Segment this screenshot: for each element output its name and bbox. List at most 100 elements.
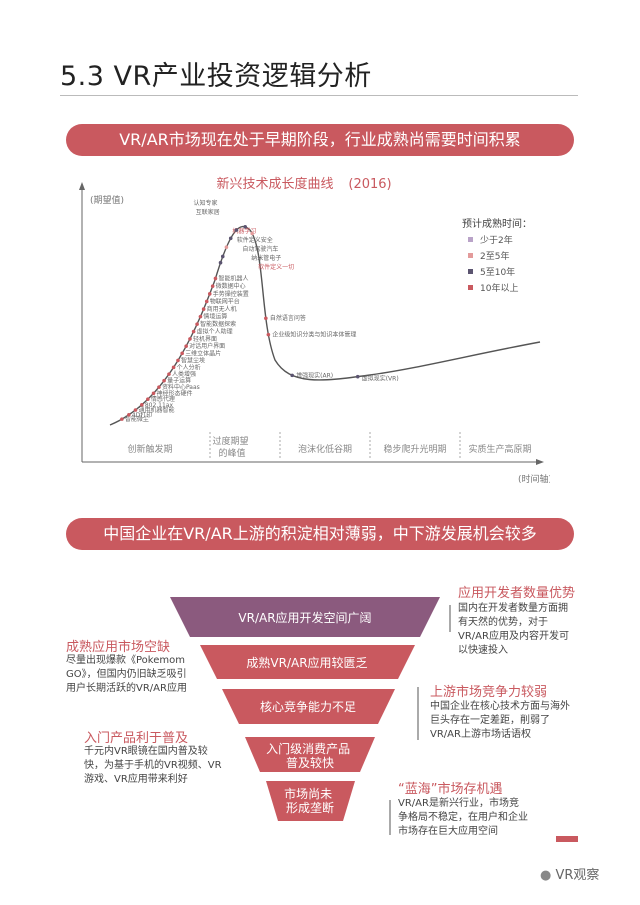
- funnel-level: [245, 737, 375, 772]
- x-axis-label: (时间轴): [518, 473, 550, 485]
- hype-point-marker: [184, 344, 188, 348]
- phase-label-line: 的峰值: [218, 447, 245, 459]
- hype-point-marker: [198, 314, 203, 319]
- legend-title: 预计成熟时间：: [462, 217, 532, 230]
- legend-label: 10年以上: [480, 282, 518, 294]
- annotation-body-right1: 国内在开发者数量方面拥有天然的优势，对于VR/AR应用及内容开发可以快速投入: [458, 603, 569, 656]
- hype-point-label: 增强现实(AR): [296, 371, 333, 379]
- legend-label: 少于2年: [480, 234, 513, 246]
- chart-title: 新兴技术成长度曲线: [216, 176, 333, 192]
- phase-label: 实质生产高原期: [468, 443, 531, 455]
- hype-point-marker: [264, 316, 268, 321]
- hype-point-label: 自然语言问答: [270, 314, 306, 322]
- hype-point-marker: [266, 332, 271, 337]
- chart-subtitle: (2016): [348, 177, 391, 192]
- hype-point-label: 软件定义安全: [237, 236, 273, 244]
- annotation-body-left2: 千元内VR眼镜在国内普及较快，为基于手机的VR视频、VR游戏、VR应用带来利好: [84, 746, 222, 785]
- watermark: ● VR观察: [540, 864, 599, 883]
- hype-point-marker: [162, 378, 166, 383]
- funnel-label-line: 形成垄断: [286, 800, 334, 815]
- hype-point-marker: [210, 284, 215, 288]
- annotation-heading-right1: 应用开发者数量优势: [458, 586, 576, 601]
- hype-point-marker: [224, 245, 229, 250]
- hype-point-marker: [290, 373, 294, 378]
- legend: 少于2年 2至5年 5至10年 10年以上: [468, 234, 518, 294]
- hype-point-label: 个人分析: [177, 363, 201, 371]
- hype-point-marker: [157, 385, 161, 389]
- funnel-level-label: 核心竞争能力不足: [260, 700, 356, 714]
- hype-point-marker: [355, 374, 360, 379]
- legend-swatch: [468, 285, 473, 290]
- hype-points: 智能微尘4D打印通用机器智能802.11ax情感代理神经形态硬件资料中心Paas…: [120, 199, 399, 423]
- funnel-level: [222, 689, 395, 724]
- hype-point-label: 机器学习: [232, 227, 256, 235]
- hype-point-label: 通用机器智能: [138, 406, 174, 414]
- hype-point-label: 自动驾驶汽车: [242, 245, 278, 253]
- funnel-diagram: VR/AR应用开发空间广阔 成熟VR/AR应用较匮乏 核心竞争能力不足 入门级消…: [170, 597, 440, 821]
- hype-point-marker: [171, 365, 176, 370]
- corner-accent-bar: [556, 836, 578, 842]
- hype-point-label: 人类增强: [172, 370, 196, 378]
- hype-point-label: 虚拟现实(VR): [362, 375, 399, 383]
- hype-point-marker: [201, 307, 206, 311]
- hype-point-label: 软件定义一切: [258, 263, 294, 271]
- phase-label-line: 过度期望: [213, 435, 249, 447]
- funnel-level: [170, 597, 440, 637]
- hype-point-label: 智能机器人: [218, 274, 248, 282]
- hype-point-marker: [180, 351, 184, 356]
- watermark-text: VR观察: [555, 868, 600, 883]
- hype-cycle-chart: 新兴技术成长度曲线 (2016) (期望值) (时间轴) 创新触发期 过度期望 …: [79, 176, 550, 485]
- hype-point-label: 互联家居: [196, 208, 220, 216]
- funnel-level-label: VR/AR应用开发空间广阔: [238, 610, 371, 625]
- section-banner-china-opportunity: 中国企业在VR/AR上游的积淀相对薄弱，中下游发展机会较多: [66, 518, 574, 550]
- hype-point-label: 企业级知识分类与知识本体管理: [272, 331, 356, 339]
- hype-point-label: 智能微尘: [125, 415, 149, 423]
- funnel-level-label: 成熟VR/AR应用较匮乏: [246, 655, 367, 670]
- x-axis-arrow-icon: [536, 459, 544, 465]
- hype-point-marker: [195, 322, 199, 326]
- title-divider: [60, 95, 578, 96]
- hype-point-marker: [250, 231, 254, 236]
- hype-point-label: 认知专家: [194, 199, 218, 207]
- hype-point-marker: [188, 337, 192, 341]
- hype-point-label: 4D打印: [132, 411, 152, 419]
- funnel-label-line: 普及较快: [286, 755, 334, 770]
- annotation-heading-right2: 上游市场竞争力较弱: [430, 685, 548, 700]
- hype-point-label: 微数据中心: [216, 282, 246, 290]
- section-banner-market-stage: VR/AR市场现在处于早期阶段，行业成熟尚需要时间积累: [66, 124, 574, 156]
- funnel-level: [266, 781, 355, 821]
- hype-point-label: 智慧尘埃: [181, 356, 205, 364]
- hype-point-label: 三维立体晶片: [185, 349, 221, 357]
- phase-dividers: [209, 432, 461, 460]
- phase-label: 创新触发期: [127, 443, 172, 455]
- hype-point-marker: [140, 402, 144, 407]
- hype-point-marker: [234, 228, 239, 232]
- hype-point-label: 量子运算: [167, 377, 191, 385]
- hype-point-label: 智能数据探索: [200, 320, 236, 328]
- hype-point-label: 商用无人机: [207, 305, 237, 313]
- hype-point-marker: [204, 299, 209, 304]
- hype-point-label: 资料中心Paas: [162, 383, 200, 391]
- annotation-body-left1: 尽量出现爆款《Pokemom GO》，但国内仍旧缺乏吸引用户长期活跃的VR/AR…: [66, 655, 187, 694]
- annotation-body-right2: 中国企业在核心技术方面与海外巨头存在一定差距，削弱了VR/AR上游市场话语权: [430, 701, 570, 740]
- annotation-heading-right3: “蓝海”市场存机遇: [398, 782, 503, 797]
- annotation-heading-left2: 入门产品利于普及: [84, 731, 189, 746]
- legend-label: 2至5年: [480, 250, 509, 262]
- annotation-heading-left1: 成熟应用市场空缺: [66, 640, 171, 655]
- hype-point-marker: [228, 236, 233, 241]
- legend-label: 5至10年: [480, 266, 515, 278]
- hype-point-marker: [133, 408, 138, 412]
- phase-label: 泡沫化低谷期: [298, 443, 352, 455]
- hype-point-marker: [213, 276, 218, 281]
- hype-point-marker: [120, 417, 124, 421]
- phase-label: 稳步爬升光明期: [383, 443, 446, 455]
- chat-bubble-icon: ●: [540, 868, 552, 883]
- y-axis-label: (期望值): [90, 194, 124, 206]
- funnel-label-line: 入门级消费产品: [266, 741, 350, 756]
- hype-point-label: 对话用户界面: [189, 342, 225, 350]
- legend-swatch: [468, 237, 473, 242]
- hype-point-label: 手势操控装置: [213, 290, 249, 298]
- hype-point-label: 物联网平台: [210, 297, 240, 305]
- hype-point-marker: [167, 372, 171, 376]
- legend-swatch: [468, 253, 473, 258]
